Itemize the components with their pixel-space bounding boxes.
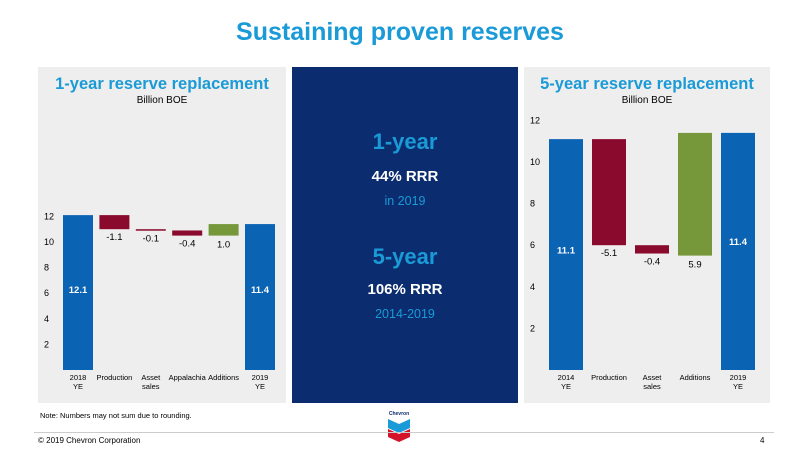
page-number: 4 <box>760 436 765 445</box>
slide-title: Sustaining proven reserves <box>236 18 564 46</box>
left-chart-panel: 1-year reserve replacement Billion BOE 2… <box>38 67 286 403</box>
bar-value-label: 1.0 <box>217 240 230 251</box>
logo-text: Chevron <box>388 411 410 417</box>
copyright-text: © 2019 Chevron Corporation <box>38 436 141 445</box>
footer-divider <box>34 432 774 433</box>
category-label: 2019 <box>730 373 747 382</box>
waterfall-bar <box>172 230 203 236</box>
left-chart-title: 1-year reserve replacement <box>55 75 269 93</box>
y-tick-label: 2 <box>530 323 535 333</box>
category-label: 2014 <box>558 373 575 382</box>
one-year-rrr: 44% RRR <box>371 168 439 185</box>
waterfall-bar <box>245 224 275 370</box>
y-tick-label: 12 <box>44 211 54 221</box>
bar-value-label: -0.1 <box>143 233 159 244</box>
y-tick-label: 10 <box>530 157 540 167</box>
category-label: YE <box>255 382 265 391</box>
left-waterfall-chart: 2468101212.12018YE-1.1Production-0.1Asse… <box>44 211 275 391</box>
left-chart-unit: Billion BOE <box>136 95 188 106</box>
category-label: 2019 <box>252 373 269 382</box>
rounding-note: Note: Numbers may not sum due to roundin… <box>40 411 192 420</box>
right-chart-title: 5-year reserve replacement <box>540 75 754 93</box>
y-tick-label: 2 <box>44 339 49 349</box>
category-label: Asset <box>141 373 161 382</box>
category-label: Production <box>96 373 132 382</box>
five-year-rrr: 106% RRR <box>367 281 443 298</box>
category-label: 2018 <box>70 373 87 382</box>
category-label: YE <box>73 382 83 391</box>
waterfall-bar <box>635 245 669 254</box>
bar-value-label: 5.9 <box>688 260 701 271</box>
y-tick-label: 12 <box>530 115 540 125</box>
category-label: Production <box>591 373 627 382</box>
bar-value-label: -0.4 <box>644 257 660 268</box>
bar-value-label: -1.1 <box>106 232 122 243</box>
bar-value-label: 12.1 <box>69 285 88 296</box>
y-tick-label: 8 <box>530 199 535 209</box>
waterfall-bar <box>208 224 239 236</box>
bar-value-label: -5.1 <box>601 248 617 259</box>
y-tick-label: 4 <box>530 282 535 292</box>
one-year-heading: 1-year <box>372 129 438 154</box>
waterfall-bar <box>135 229 166 231</box>
right-chart-panel: 5-year reserve replacement Billion BOE 2… <box>524 67 770 403</box>
waterfall-bar <box>592 139 626 246</box>
bar-value-label: 11.4 <box>251 285 270 296</box>
y-tick-label: 4 <box>44 314 49 324</box>
category-label: sales <box>643 382 661 391</box>
y-tick-label: 10 <box>44 237 54 247</box>
bar-value-label: -0.4 <box>179 239 195 250</box>
right-chart-unit: Billion BOE <box>621 95 673 106</box>
y-tick-label: 8 <box>44 263 49 273</box>
right-waterfall-chart: 2468101211.12014YE-5.1Production-0.4Asse… <box>530 115 755 391</box>
category-label: Asset <box>643 373 663 382</box>
waterfall-bar <box>678 132 712 256</box>
category-label: Additions <box>208 373 239 382</box>
waterfall-bar <box>99 215 130 230</box>
waterfall-bar <box>63 215 93 370</box>
category-label: Additions <box>680 373 711 382</box>
bar-value-label: 11.4 <box>729 237 748 248</box>
y-tick-label: 6 <box>44 288 49 298</box>
waterfall-bar <box>721 132 755 370</box>
five-year-period: 2014-2019 <box>375 307 435 321</box>
category-label: YE <box>561 382 571 391</box>
waterfall-bar <box>549 139 583 370</box>
category-label: sales <box>142 382 160 391</box>
one-year-period: in 2019 <box>384 194 426 208</box>
rrr-summary-panel: 1-year 44% RRR in 2019 5-year 106% RRR 2… <box>292 67 518 403</box>
y-tick-label: 6 <box>530 240 535 250</box>
five-year-heading: 5-year <box>372 244 438 269</box>
category-label: YE <box>733 382 743 391</box>
chevron-logo: Chevron <box>384 411 414 443</box>
category-label: Appalachia <box>169 373 207 382</box>
bar-value-label: 11.1 <box>557 246 576 257</box>
